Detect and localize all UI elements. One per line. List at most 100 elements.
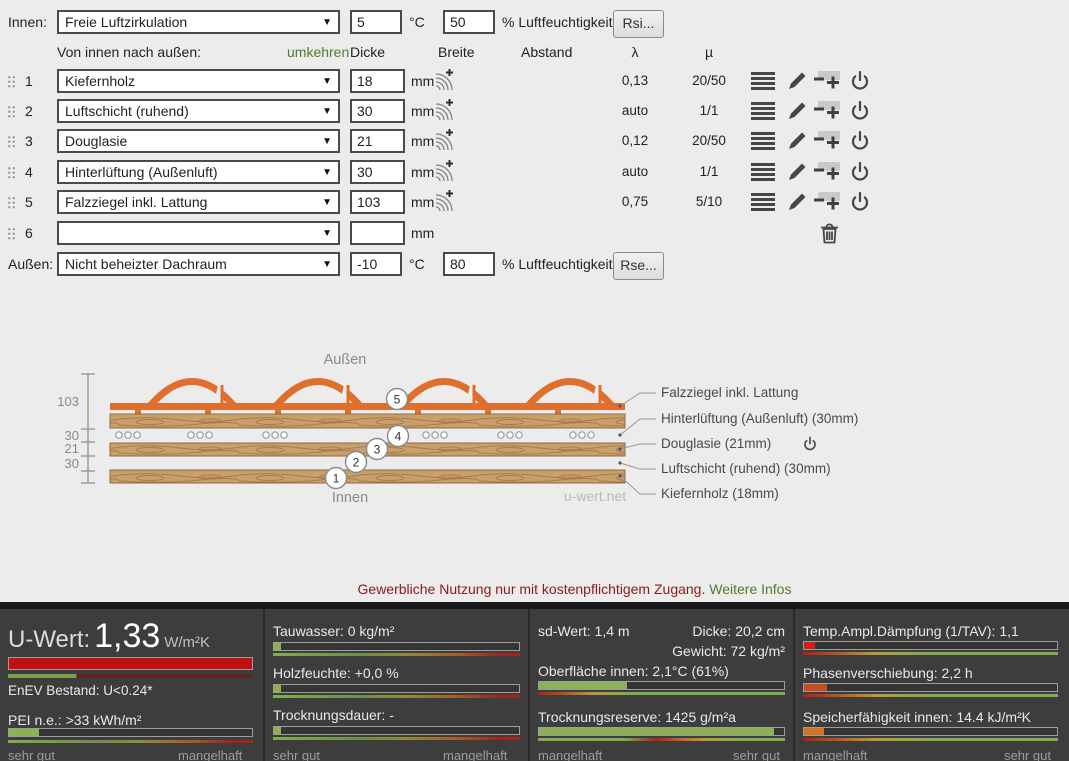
- thickness-input[interactable]: [350, 69, 405, 93]
- thickness-input[interactable]: [350, 190, 405, 214]
- layer-menu-icon[interactable]: [751, 132, 775, 154]
- marker-5: 5: [394, 393, 401, 407]
- inside-temperature-input[interactable]: [350, 10, 402, 34]
- edit-icon[interactable]: [787, 71, 807, 94]
- inside-humidity-input[interactable]: [443, 10, 495, 34]
- col-lambda: λ: [631, 44, 639, 60]
- material-select[interactable]: Falzziegel inkl. Lattung ▼: [57, 190, 340, 214]
- pei-value: PEI n.e.: >33 kWh/m²: [8, 712, 142, 728]
- toggle-layer-icon[interactable]: [850, 100, 870, 124]
- layer-number: 5: [25, 194, 33, 210]
- material-select[interactable]: ▼: [57, 221, 340, 245]
- layer-row-3: 3 Douglasie ▼ mm 0,12 20/50: [0, 129, 1069, 155]
- insert-layer-icon[interactable]: [814, 70, 841, 94]
- col-spacing: Abstand: [521, 44, 573, 60]
- layer-menu-icon[interactable]: [751, 163, 775, 185]
- material-select[interactable]: Douglasie ▼: [57, 129, 340, 153]
- insert-layer-icon[interactable]: [814, 191, 841, 215]
- drag-handle[interactable]: [7, 75, 16, 88]
- tauwasser-value: Tauwasser: 0 kg/m²: [273, 623, 395, 639]
- edit-icon[interactable]: [787, 101, 807, 124]
- speicher-bar: [803, 727, 1058, 736]
- toggle-layer-icon[interactable]: [850, 161, 870, 185]
- speicher-value: Speicherfähigkeit innen: 14.4 kJ/m²K: [803, 709, 1032, 725]
- add-beam-icon[interactable]: [434, 68, 455, 94]
- edit-icon[interactable]: [787, 131, 807, 154]
- column-header-row: Von innen nach außen: umkehren Dicke Bre…: [0, 44, 1069, 70]
- material-select[interactable]: Luftschicht (ruhend) ▼: [57, 99, 340, 123]
- layer-menu-icon[interactable]: [751, 193, 775, 215]
- thickness-input[interactable]: [350, 221, 405, 245]
- dicke-value: Dicke: 20,2 cm: [692, 623, 785, 639]
- layer-markers: 1 2 3 4 5: [324, 387, 410, 490]
- marker-3: 3: [374, 443, 381, 457]
- material-select[interactable]: Kiefernholz ▼: [57, 69, 340, 93]
- gewicht-value: Gewicht: 72 kg/m²: [672, 643, 785, 659]
- oberflaeche-scale-bar: [538, 692, 785, 695]
- holzfeuchte-value: Holzfeuchte: +0,0 %: [273, 665, 399, 681]
- outside-environment-select[interactable]: Nicht beheizter Dachraum ▼: [57, 252, 340, 276]
- add-beam-icon[interactable]: [434, 128, 455, 154]
- dropdown-caret-icon: ▼: [322, 197, 332, 208]
- inside-environment-select[interactable]: Freie Luftzirkulation ▼: [57, 10, 340, 34]
- dimension-ruler: [81, 373, 95, 484]
- layer-row-2: 2 Luftschicht (ruhend) ▼ mm auto 1/1: [0, 99, 1069, 125]
- thickness-input[interactable]: [350, 99, 405, 123]
- layer-menu-icon[interactable]: [751, 72, 775, 94]
- oberflaeche-value: Oberfläche innen: 2,1°C (61%): [538, 663, 729, 679]
- outside-temperature-input[interactable]: [350, 252, 402, 276]
- edit-icon[interactable]: [787, 192, 807, 215]
- mu-value: 20/50: [692, 133, 726, 148]
- dropdown-caret-icon: ▼: [322, 167, 332, 178]
- drag-handle[interactable]: [7, 196, 16, 209]
- thickness-input[interactable]: [350, 160, 405, 184]
- reverse-link[interactable]: umkehren: [287, 44, 350, 60]
- construction-diagram: Außen 103 30 21 30: [57, 352, 858, 506]
- daempfung-bar: [803, 641, 1058, 650]
- delete-layer-icon[interactable]: [820, 223, 839, 247]
- rse-button[interactable]: Rse...: [613, 252, 664, 280]
- layer-menu-icon[interactable]: [751, 102, 775, 124]
- add-beam-icon[interactable]: [434, 189, 455, 215]
- lambda-value: 0,12: [621, 133, 649, 148]
- rsi-button[interactable]: Rsi...: [613, 10, 664, 38]
- lambda-value: auto: [621, 103, 649, 118]
- trocknungsdauer-value: Trocknungsdauer: -: [273, 707, 394, 723]
- add-beam-icon[interactable]: [434, 98, 455, 124]
- add-beam-icon[interactable]: [434, 159, 455, 185]
- toggle-layer-icon[interactable]: [850, 70, 870, 94]
- dim-30a: 30: [65, 428, 79, 443]
- dropdown-caret-icon: ▼: [322, 76, 332, 87]
- layer-number: 6: [25, 225, 33, 241]
- layer-row-4: 4 Hinterlüftung (Außenluft) ▼ mm auto 1/…: [0, 160, 1069, 186]
- label-douglasie: Douglasie (21mm): [661, 436, 771, 451]
- outside-environment-row: Außen: Nicht beheizter Dachraum ▼ °C % L…: [0, 252, 1069, 280]
- dim-30b: 30: [65, 456, 79, 471]
- drag-handle[interactable]: [7, 166, 16, 179]
- layer-number: 1: [25, 73, 33, 89]
- notice-text: Gewerbliche Nutzung nur mit kostenpflich…: [357, 581, 706, 597]
- douglasie-toggle-icon[interactable]: [804, 436, 816, 451]
- diagram-inside-label: Innen: [332, 490, 368, 506]
- u-value-scale-bar: [8, 674, 253, 678]
- diagram-outside-label: Außen: [324, 352, 367, 368]
- material-select[interactable]: Hinterlüftung (Außenluft) ▼: [57, 160, 340, 184]
- toggle-layer-icon[interactable]: [850, 191, 870, 215]
- insert-layer-icon[interactable]: [814, 130, 841, 154]
- edit-icon[interactable]: [787, 162, 807, 185]
- drag-handle[interactable]: [7, 135, 16, 148]
- mu-value: 1/1: [699, 103, 719, 118]
- label-luftschicht: Luftschicht (ruhend) (30mm): [661, 461, 831, 476]
- thickness-input[interactable]: [350, 129, 405, 153]
- notice-link[interactable]: Weitere Infos: [709, 581, 792, 597]
- outside-humidity-input[interactable]: [443, 252, 495, 276]
- insert-layer-icon[interactable]: [814, 100, 841, 124]
- drag-handle[interactable]: [7, 105, 16, 118]
- col-thickness: Dicke: [350, 44, 386, 60]
- kiefernholz-layer-graphic: [109, 469, 626, 484]
- oberflaeche-bar: [538, 681, 785, 690]
- toggle-layer-icon[interactable]: [850, 130, 870, 154]
- insert-layer-icon[interactable]: [814, 161, 841, 185]
- phase-value: Phasenverschiebung: 2,2 h: [803, 665, 973, 681]
- drag-handle[interactable]: [7, 227, 16, 240]
